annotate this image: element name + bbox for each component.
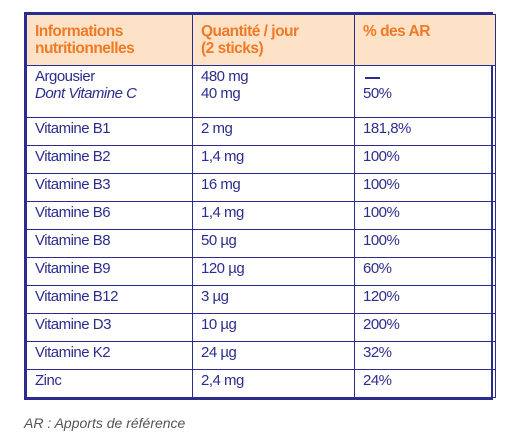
nutrition-table-wrapper: Informations nutritionnelles Quantité / … <box>24 12 496 400</box>
quantity-cell: 24 µg <box>192 341 355 370</box>
table-row: Vitamine B2 1,4 mg 100% <box>26 145 496 174</box>
header-line: (2 sticks) <box>201 40 264 57</box>
quantity-cell: 2 mg <box>192 117 355 146</box>
table-row: Vitamine B8 50 µg 100% <box>26 229 496 258</box>
header-line: nutritionnelles <box>35 40 135 57</box>
ar-cell: 100% <box>354 201 496 230</box>
ar-cell: 200% <box>354 313 496 342</box>
table-row: Vitamine D3 10 µg 200% <box>26 313 496 342</box>
nutrient-subname: Dont Vitamine C <box>35 85 137 102</box>
quantity-cell: 120 µg <box>192 257 355 286</box>
nutrient-name-cell: Vitamine B9 <box>26 257 193 286</box>
quantity-cell: 1,4 mg <box>192 145 355 174</box>
header-quantity: Quantité / jour (2 sticks) <box>192 14 355 66</box>
quantity-cell: 1,4 mg <box>192 201 355 230</box>
footnote: AR : Apports de référence <box>24 415 186 431</box>
table-row: Vitamine B3 16 mg 100% <box>26 173 496 202</box>
quantity-cell: 50 µg <box>192 229 355 258</box>
table-row: Vitamine B1 2 mg 181,8% <box>26 117 496 146</box>
table-row: Argousier Dont Vitamine C 480 mg 40 mg 5… <box>26 65 496 118</box>
dash-mark <box>363 68 487 85</box>
ar-cell: 60% <box>354 257 496 286</box>
table-row: Vitamine B12 3 µg 120% <box>26 285 496 314</box>
ar-value: 50% <box>363 85 392 102</box>
header-line: Quantité / jour <box>201 23 299 40</box>
ar-cell: 120% <box>354 285 496 314</box>
quantity-cell: 480 mg 40 mg <box>192 65 355 118</box>
nutrient-name: Argousier <box>35 68 95 85</box>
nutrient-name-cell: Vitamine B1 <box>26 117 193 146</box>
ar-cell: 100% <box>354 145 496 174</box>
nutrient-name-cell: Argousier Dont Vitamine C <box>26 65 193 118</box>
ar-cell: 100% <box>354 173 496 202</box>
quantity-cell: 2,4 mg <box>192 369 355 398</box>
header-line: % des AR <box>363 23 430 40</box>
ar-cell: 24% <box>354 369 496 398</box>
ar-cell: 32% <box>354 341 496 370</box>
quantity-value: 480 mg <box>201 68 249 85</box>
nutrient-name-cell: Vitamine B12 <box>26 285 193 314</box>
quantity-cell: 3 µg <box>192 285 355 314</box>
nutrient-name-cell: Zinc <box>26 369 193 398</box>
table-row: Vitamine K2 24 µg 32% <box>26 341 496 370</box>
nutrient-name-cell: Vitamine B3 <box>26 173 193 202</box>
header-ar-percent: % des AR <box>354 14 496 66</box>
nutrient-name-cell: Vitamine B6 <box>26 201 193 230</box>
nutrient-name-cell: Vitamine B8 <box>26 229 193 258</box>
header-line: Informations <box>35 23 123 40</box>
ar-cell: 181,8% <box>354 117 496 146</box>
nutrient-name-cell: Vitamine D3 <box>26 313 193 342</box>
nutrient-name-cell: Vitamine K2 <box>26 341 193 370</box>
nutrient-name-cell: Vitamine B2 <box>26 145 193 174</box>
table-row: Vitamine B9 120 µg 60% <box>26 257 496 286</box>
quantity-cell: 10 µg <box>192 313 355 342</box>
table-row: Zinc 2,4 mg 24% <box>26 369 496 398</box>
quantity-cell: 16 mg <box>192 173 355 202</box>
ar-cell: 100% <box>354 229 496 258</box>
quantity-value: 40 mg <box>201 85 241 102</box>
ar-cell: 50% <box>354 65 496 118</box>
nutrition-table: Informations nutritionnelles Quantité / … <box>26 14 496 398</box>
table-row: Vitamine B6 1,4 mg 100% <box>26 201 496 230</box>
header-row: Informations nutritionnelles Quantité / … <box>26 14 496 66</box>
header-nutrition-info: Informations nutritionnelles <box>26 14 193 66</box>
